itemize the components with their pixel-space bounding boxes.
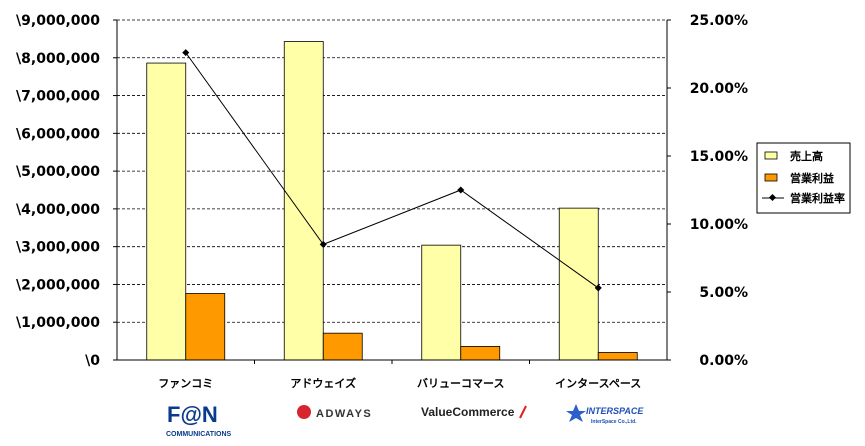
gridlines [117, 19, 667, 323]
right-tick-label: 5.00% [699, 285, 748, 301]
right-tick-label: 25.00% [690, 13, 748, 29]
logo-adways-text: ADWAYS [316, 408, 372, 420]
bar-operating-profit [322, 332, 363, 361]
operating-margin-point [594, 284, 602, 292]
left-tick-label: \7,000,000 [16, 89, 100, 105]
logo-fan-communications: F@N COMMUNICATIONS [166, 402, 232, 438]
legend-label-sales: 売上高 [790, 149, 823, 163]
left-tick-label: \0 [85, 353, 100, 369]
category-label: ファンコミ [158, 377, 213, 390]
logo-fan-main: F@N [167, 402, 218, 427]
bar-sales [283, 41, 324, 361]
operating-margin-point [457, 186, 465, 194]
legend-label-operating-margin: 営業利益率 [790, 191, 845, 205]
right-tick-label: 20.00% [690, 81, 748, 97]
category-label: バリューコマース [417, 377, 504, 390]
logo-valuecommerce-text: ValueCommerce [421, 405, 515, 419]
right-axis-ticks: 0.00% 5.00% 10.00% 15.00% 20.00% 25.00% [690, 13, 748, 369]
operating-margin-point [319, 240, 327, 248]
left-tick-label: \1,000,000 [16, 315, 100, 331]
legend-swatch-sales [764, 151, 778, 160]
axes-layer [113, 19, 671, 364]
left-tick-label: \2,000,000 [16, 277, 100, 293]
bar-operating-profit [597, 352, 638, 361]
operating-margin-line [185, 52, 599, 289]
logo-interspace: INTERSPACE InterSpace Co.,Ltd. [566, 404, 644, 425]
left-tick-label: \6,000,000 [16, 126, 100, 142]
bar-sales [146, 62, 187, 361]
legend-swatch-operating-profit [764, 173, 778, 182]
valuecommerce-slash-icon [519, 405, 527, 419]
legend-marker-operating-margin [768, 193, 777, 202]
adways-mark-icon [297, 405, 311, 419]
left-tick-label: \4,000,000 [16, 202, 100, 218]
logo-adways: ADWAYS [297, 405, 372, 420]
bar-operating-profit [460, 345, 501, 361]
category-label: アドウェイズ [290, 376, 356, 390]
category-label: インタースペース [555, 377, 641, 390]
right-tick-label: 0.00% [699, 353, 748, 369]
left-axis-ticks: \0 \1,000,000 \2,000,000 \3,000,000 \4,000,0… [16, 13, 100, 369]
left-tick-label: \9,000,000 [16, 13, 100, 29]
left-tick-label: \5,000,000 [16, 164, 100, 180]
category-labels: ファンコミ アドウェイズ バリューコマース インタースペース [158, 376, 641, 390]
bar-operating-profit [185, 293, 226, 361]
left-tick-label: \3,000,000 [16, 240, 100, 256]
legend: 売上高 営業利益 営業利益率 [756, 142, 851, 214]
bars-layer [146, 41, 638, 361]
bar-sales [421, 244, 462, 361]
right-tick-label: 15.00% [690, 149, 748, 165]
right-tick-label: 10.00% [690, 217, 748, 233]
legend-label-operating-profit: 営業利益 [790, 171, 834, 185]
logo-fan-sub: COMMUNICATIONS [166, 431, 232, 438]
operating-margin-point [182, 49, 190, 57]
logo-interspace-text: INTERSPACE [586, 406, 644, 416]
logo-valuecommerce: ValueCommerce [421, 405, 527, 419]
line-layer [182, 49, 602, 292]
left-tick-label: \8,000,000 [16, 51, 100, 67]
interspace-star-icon [566, 404, 586, 422]
logo-interspace-sub: InterSpace Co.,Ltd. [591, 419, 637, 425]
